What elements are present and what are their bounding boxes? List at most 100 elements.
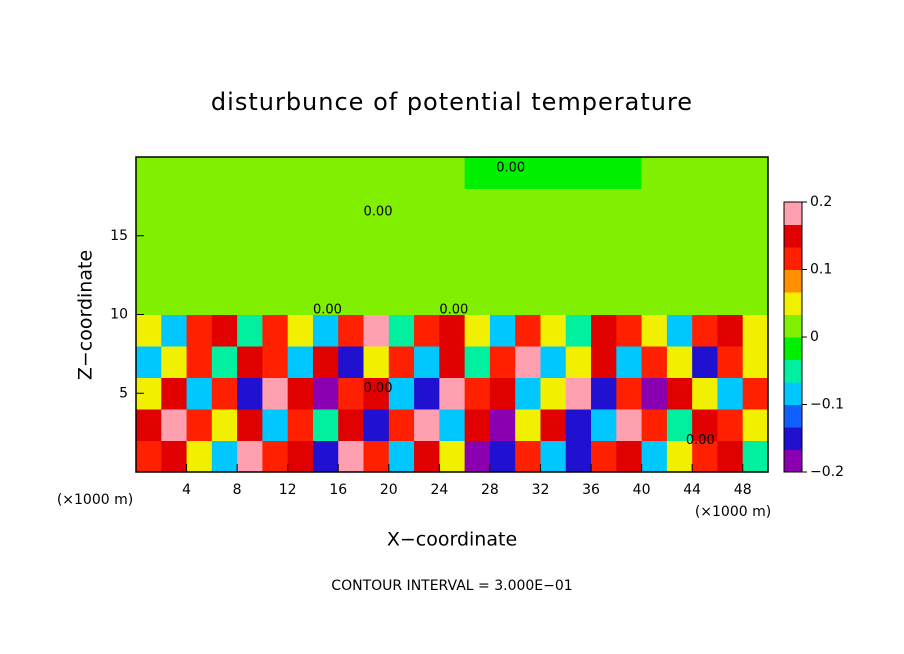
heat-cell [464, 188, 491, 221]
heat-cell [161, 220, 188, 252]
heat-cell [591, 440, 617, 473]
heat-cell [641, 377, 668, 410]
heat-cell [439, 157, 466, 189]
heat-cell [464, 251, 491, 284]
heat-cell [161, 314, 188, 347]
heat-cell [591, 157, 617, 189]
heat-cell [515, 440, 541, 473]
heat-cell [489, 346, 516, 378]
heat-cell [540, 409, 567, 441]
colorbar-tick-label: −0.1 [810, 397, 844, 413]
heat-cell [161, 283, 188, 315]
heat-cell [692, 251, 718, 284]
colorbar-tick-label: 0.2 [810, 194, 832, 210]
heat-cell [515, 283, 541, 315]
heat-cell [287, 251, 314, 284]
heat-cell [237, 188, 263, 221]
heat-cell [287, 346, 314, 378]
heat-cell [666, 188, 693, 221]
heat-cell [414, 409, 440, 441]
heat-cell [211, 251, 238, 284]
x-tick-label: 28 [481, 482, 499, 498]
heat-cell [464, 157, 491, 189]
heat-cell [616, 314, 643, 347]
heat-cell [515, 314, 541, 347]
heat-cell [692, 440, 718, 473]
x-tick-label: 12 [279, 482, 297, 498]
heat-cell [666, 409, 693, 441]
heat-cell [616, 283, 643, 315]
heat-cell [136, 251, 162, 284]
heat-cell [616, 251, 643, 284]
heat-cell [666, 220, 693, 252]
heat-cell [565, 220, 592, 252]
heat-cell [414, 346, 440, 378]
heat-cell [666, 251, 693, 284]
heat-cell [161, 377, 188, 410]
heat-cell [540, 220, 567, 252]
heat-cell [464, 440, 491, 473]
heat-cell [692, 409, 718, 441]
heat-cell [565, 409, 592, 441]
heat-cell [591, 283, 617, 315]
heat-cell [338, 377, 365, 410]
heat-cell [312, 220, 339, 252]
x-tick-label: 8 [233, 482, 242, 498]
heat-cell [237, 220, 263, 252]
heat-cell [742, 157, 769, 189]
contour-label: 0.00 [364, 205, 393, 220]
heat-cell [388, 157, 415, 189]
heat-cell [540, 440, 567, 473]
heat-cell [540, 314, 567, 347]
x-tick-label: 4 [182, 482, 191, 498]
heat-cell [641, 409, 668, 441]
heat-cell [363, 251, 390, 284]
heat-cell [211, 157, 238, 189]
heat-cell [742, 220, 769, 252]
heat-cell [287, 188, 314, 221]
heat-cell [186, 314, 213, 347]
heat-cell [742, 440, 769, 473]
heat-cell [161, 346, 188, 378]
heat-cell [363, 409, 390, 441]
heat-cell [464, 409, 491, 441]
heat-cell [515, 220, 541, 252]
heat-cell [161, 409, 188, 441]
x-unit: (×1000 m) [57, 492, 133, 508]
heat-cell [464, 346, 491, 378]
x-tick-label: 16 [329, 482, 347, 498]
heat-cell [211, 314, 238, 347]
heat-cell [363, 314, 390, 347]
heat-cell [489, 314, 516, 347]
y-tick-label: 10 [110, 307, 128, 323]
heat-cell [692, 346, 718, 378]
heat-cell [641, 314, 668, 347]
heat-cell [287, 283, 314, 315]
x-tick-label: 24 [430, 482, 448, 498]
heat-cell [237, 377, 263, 410]
heat-cell [717, 346, 744, 378]
heat-cell [565, 251, 592, 284]
heat-cell [464, 283, 491, 315]
heat-cell [262, 409, 289, 441]
colorbar-tick-label: −0.2 [810, 464, 844, 480]
heat-cell [388, 314, 415, 347]
heat-cell [338, 346, 365, 378]
heat-cell [439, 251, 466, 284]
heat-cell [641, 251, 668, 284]
heat-cell [641, 220, 668, 252]
heat-cell [388, 220, 415, 252]
heat-cell [464, 377, 491, 410]
heat-cell [237, 409, 263, 441]
heat-cell [237, 251, 263, 284]
heat-cell [136, 440, 162, 473]
heat-cell [161, 251, 188, 284]
y-tick-label: 15 [110, 228, 128, 244]
colorbar-swatch [784, 449, 802, 473]
heat-cell [666, 314, 693, 347]
contour-label: 0.00 [364, 381, 393, 396]
heat-cell [489, 283, 516, 315]
colorbar-swatch [784, 224, 802, 248]
heat-cell [211, 440, 238, 473]
heat-cell [616, 377, 643, 410]
